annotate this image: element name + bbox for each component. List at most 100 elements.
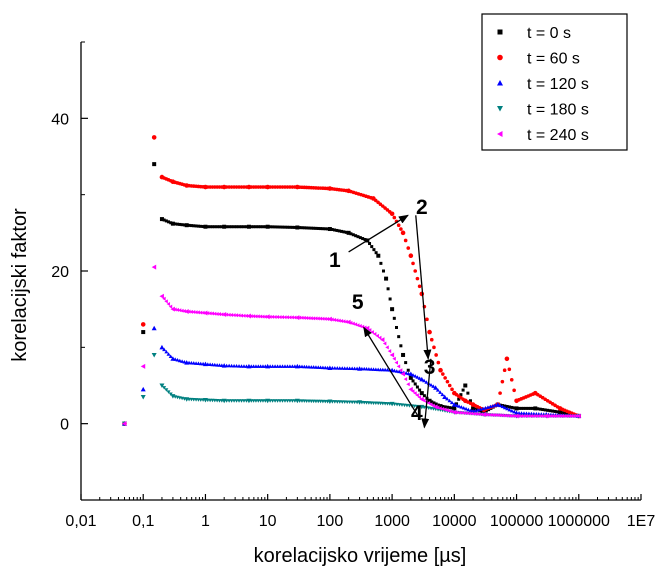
data-point <box>429 402 433 407</box>
series-2 <box>122 135 582 426</box>
data-point <box>152 162 157 167</box>
data-point <box>502 405 507 410</box>
data-point <box>159 383 165 388</box>
y-tick-label: 20 <box>51 264 69 281</box>
data-point <box>498 403 503 408</box>
data-point <box>170 221 175 226</box>
data-point <box>229 312 234 317</box>
data-point <box>384 276 389 281</box>
data-point <box>389 211 395 217</box>
data-point <box>509 408 514 413</box>
data-point <box>178 222 182 226</box>
data-point <box>342 230 346 234</box>
data-point <box>196 310 200 315</box>
data-point <box>234 313 239 318</box>
data-point <box>251 314 256 319</box>
data-point <box>508 405 512 409</box>
data-point <box>468 408 473 413</box>
series-3 <box>121 325 582 426</box>
data-point <box>229 363 234 368</box>
data-point <box>244 225 248 229</box>
data-point <box>230 225 234 229</box>
data-point <box>417 376 422 380</box>
data-point <box>433 404 438 410</box>
data-point <box>397 369 402 374</box>
data-point <box>312 226 316 230</box>
data-point <box>327 316 332 322</box>
annotation-label: 5 <box>352 291 364 314</box>
data-point <box>201 225 205 229</box>
data-point <box>436 360 441 365</box>
data-point <box>385 345 389 350</box>
data-point <box>572 414 576 419</box>
data-point <box>450 387 454 392</box>
data-point <box>454 410 459 415</box>
annotation-label: 4 <box>411 402 423 425</box>
data-point <box>265 314 270 320</box>
data-point <box>415 385 419 389</box>
data-point <box>536 407 540 411</box>
data-point <box>429 382 434 387</box>
data-point <box>541 414 546 419</box>
data-point <box>203 224 208 229</box>
data-point <box>180 308 184 313</box>
data-point <box>189 224 193 228</box>
legend-marker <box>497 29 503 35</box>
data-point <box>495 413 500 418</box>
data-point <box>222 224 227 229</box>
x-tick-label: 0,01 <box>65 513 96 530</box>
data-point <box>434 353 438 357</box>
data-point <box>337 229 341 233</box>
data-point <box>426 401 431 406</box>
data-point <box>406 246 411 250</box>
data-point <box>253 314 258 319</box>
data-point <box>372 331 377 336</box>
data-point <box>263 314 267 319</box>
annotation-arrow <box>363 326 420 418</box>
data-point <box>227 185 231 189</box>
data-point <box>457 404 462 408</box>
data-point <box>327 227 332 232</box>
data-point <box>349 232 353 236</box>
data-point <box>399 370 404 374</box>
data-point <box>510 405 514 409</box>
data-point <box>445 405 449 409</box>
data-point <box>507 367 512 372</box>
data-point <box>443 405 447 409</box>
data-point <box>337 366 342 370</box>
x-tick-label: 1000000 <box>548 513 610 530</box>
data-point <box>389 352 395 358</box>
data-point <box>151 325 157 331</box>
data-point <box>434 402 438 406</box>
data-point <box>477 412 481 417</box>
data-point <box>213 225 217 229</box>
data-point <box>164 349 169 354</box>
x-axis-ticks: 0,01 0,1 1 10 100 1000 10000 100000 1000000 1E7 <box>65 494 655 530</box>
data-point <box>404 361 408 365</box>
legend: t = 0 s t = 60 s t = 120 s t = 180 s t = 240… <box>481 13 628 151</box>
data-point <box>445 379 450 384</box>
data-point <box>558 410 563 415</box>
data-point <box>472 411 476 416</box>
data-points <box>121 135 582 427</box>
data-point <box>443 376 447 380</box>
data-point <box>353 322 358 327</box>
data-point <box>462 410 466 415</box>
data-point <box>473 407 477 411</box>
data-point <box>151 352 157 358</box>
legend-marker <box>497 80 503 86</box>
data-point <box>227 363 232 368</box>
data-point <box>358 323 362 328</box>
data-point <box>529 406 533 410</box>
data-point <box>351 233 355 237</box>
data-point <box>500 379 505 384</box>
data-point <box>270 314 275 319</box>
data-point <box>438 367 443 373</box>
data-point <box>173 357 178 361</box>
data-point <box>406 382 410 387</box>
data-point <box>422 378 427 383</box>
data-point <box>271 225 275 229</box>
data-point <box>256 225 260 229</box>
data-point <box>396 223 401 227</box>
